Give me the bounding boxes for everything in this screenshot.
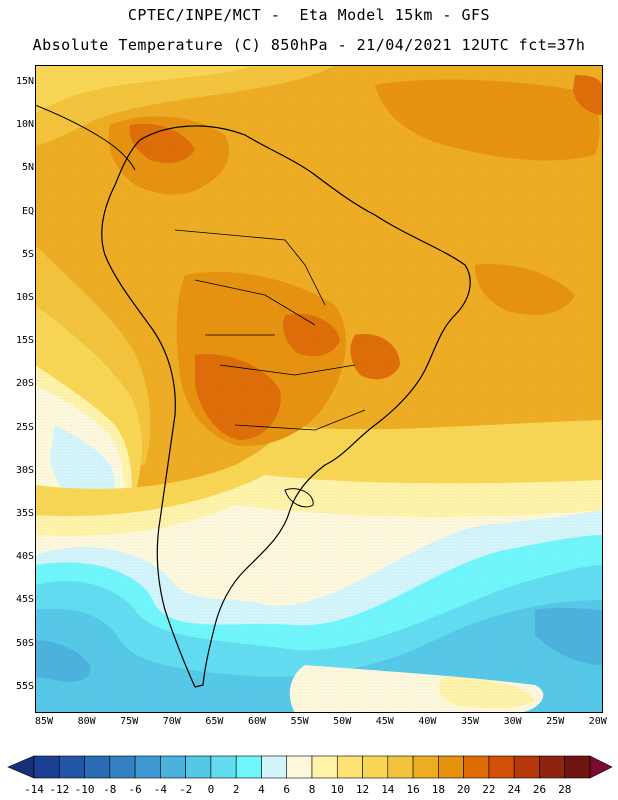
temperature-map <box>35 65 603 713</box>
colorbar-swatch <box>286 755 313 779</box>
colorbar <box>7 755 613 779</box>
country-borders <box>174 229 366 431</box>
colorbar-tick-label: 8 <box>308 783 316 796</box>
lat-label: 20S <box>15 378 34 390</box>
lat-label: 45S <box>15 594 34 606</box>
colorbar-tick-label: 28 <box>558 783 572 796</box>
colorbar-swatch <box>210 755 237 779</box>
lon-label: 20W <box>588 716 607 727</box>
colorbar-swatch <box>109 755 136 779</box>
colorbar-swatch <box>33 755 60 779</box>
rio-de-la-plata <box>284 488 314 508</box>
colorbar-tick-label: 20 <box>457 783 471 796</box>
colorbar-swatch <box>134 755 161 779</box>
lat-label: 55S <box>15 680 34 692</box>
colorbar-swatch <box>58 755 85 779</box>
colorbar-swatch <box>362 755 389 779</box>
colorbar-swatch <box>463 755 490 779</box>
colorbar-tick-label: -8 <box>103 783 117 796</box>
lon-label: 60W <box>247 716 267 727</box>
lat-label: 10N <box>15 119 34 131</box>
lat-label: 30S <box>15 464 34 476</box>
colorbar-tick-label: 10 <box>330 783 344 796</box>
colorbar-tick-label: 26 <box>532 783 547 796</box>
central-america-coastline <box>35 104 136 171</box>
colorbar-swatch <box>387 755 414 779</box>
south-america-coastline <box>101 125 471 688</box>
lon-label: 75W <box>120 716 139 727</box>
lat-label: 10S <box>15 292 34 303</box>
colorbar-tick-label: 14 <box>381 783 395 796</box>
colorbar-swatch <box>311 755 338 779</box>
lat-label: 15S <box>15 335 34 347</box>
lon-label: 80W <box>77 716 96 727</box>
lon-label: 30W <box>503 716 522 727</box>
colorbar-tick-label: -10 <box>74 783 95 796</box>
colorbar-swatch <box>160 755 186 779</box>
lon-label: 70W <box>162 716 181 727</box>
lat-label: EQ <box>21 205 34 217</box>
colorbar-tick-label: 12 <box>355 783 370 796</box>
colorbar-swatch <box>235 755 262 779</box>
colorbar-tick-label: 4 <box>258 783 265 796</box>
lat-label: 5N <box>21 162 34 174</box>
colorbar-swatch <box>261 755 288 779</box>
colorbar-left-arrow <box>7 755 35 779</box>
colorbar-tick-label: -2 <box>179 783 193 796</box>
lon-label: 50W <box>333 716 352 727</box>
colorbar-swatch <box>539 755 566 779</box>
colorbar-tick-label: 18 <box>431 783 445 796</box>
colorbar-swatch <box>564 755 591 779</box>
colorbar-tick-label: -14 <box>24 783 44 796</box>
grid-dots <box>35 65 603 713</box>
lon-label: 40W <box>418 716 437 727</box>
lat-label: 25S <box>15 421 34 433</box>
lon-label: 35W <box>460 716 480 727</box>
lon-label: 65W <box>205 716 224 727</box>
colorbar-swatch <box>412 755 439 779</box>
colorbar-swatch <box>488 755 515 779</box>
colorbar-tick-label: 22 <box>482 783 496 796</box>
colorbar-tick-label: 24 <box>507 783 521 796</box>
colorbar-tick-label: -6 <box>128 783 142 796</box>
colorbar-swatch <box>438 755 464 779</box>
colorbar-tick-label: -12 <box>49 783 70 796</box>
lon-label: 55W <box>290 716 309 727</box>
colorbar-right-arrow <box>589 755 613 779</box>
colorbar-tick-label: 6 <box>283 783 291 796</box>
lat-label: 5S <box>21 248 34 260</box>
lat-label: 40S <box>15 551 34 563</box>
colorbar-swatch <box>185 755 212 779</box>
lat-label: 50S <box>15 637 34 649</box>
colorbar-swatch <box>84 755 111 779</box>
lat-label: 35S <box>15 508 34 519</box>
colorbar-swatch <box>336 755 363 779</box>
map-frame <box>35 65 603 713</box>
lon-label: 25W <box>546 716 565 727</box>
chart-title: CPTEC/INPE/MCT - Eta Model 15km - GFS <box>127 6 491 24</box>
lon-label: 85W <box>34 716 54 727</box>
colorbar-tick-label: 0 <box>207 783 215 796</box>
lat-label: 15N <box>15 76 34 87</box>
colorbar-tick-label: -4 <box>153 783 167 796</box>
chart-subtitle: Absolute Temperature (C) 850hPa - 21/04/… <box>32 36 586 54</box>
colorbar-swatch <box>513 755 540 779</box>
colorbar-tick-label: 2 <box>232 783 240 796</box>
colorbar-tick-label: 16 <box>406 783 420 796</box>
lon-label: 45W <box>375 716 394 727</box>
